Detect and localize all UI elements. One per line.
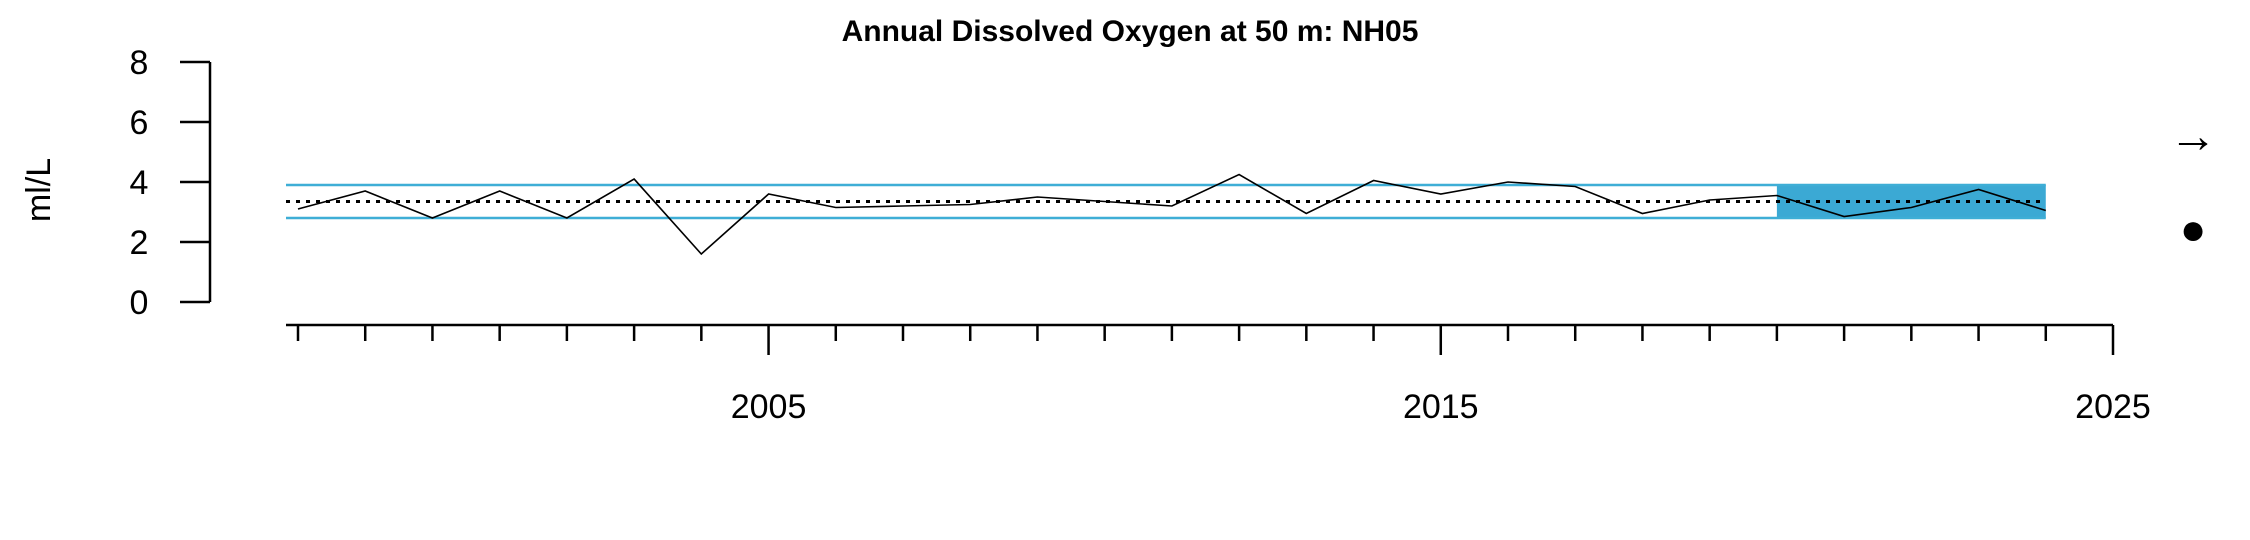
- y-axis-label: ml/L: [20, 158, 58, 222]
- x-tick-label: 2025: [2075, 388, 2151, 426]
- plot-area: [286, 173, 2047, 256]
- series-line: [297, 173, 2047, 256]
- x-tick-label: 2015: [1403, 388, 1479, 426]
- x-tick-label: 2005: [731, 388, 807, 426]
- status-dot-icon: ●: [2180, 205, 2207, 254]
- x-axis: 2005 2015 2025: [286, 323, 2151, 426]
- y-tick-label: 4: [130, 164, 149, 202]
- y-axis: 0 2 4 6 8: [130, 44, 212, 322]
- trend-arrow-icon: →: [2169, 110, 2217, 163]
- y-tick-label: 8: [130, 44, 149, 82]
- y-tick-label: 0: [130, 284, 149, 322]
- y-tick-label: 2: [130, 224, 149, 262]
- recent-period-highlight: [1776, 185, 2046, 218]
- y-tick-label: 6: [130, 104, 149, 142]
- chart-title: Annual Dissolved Oxygen at 50 m: NH05: [842, 15, 1419, 48]
